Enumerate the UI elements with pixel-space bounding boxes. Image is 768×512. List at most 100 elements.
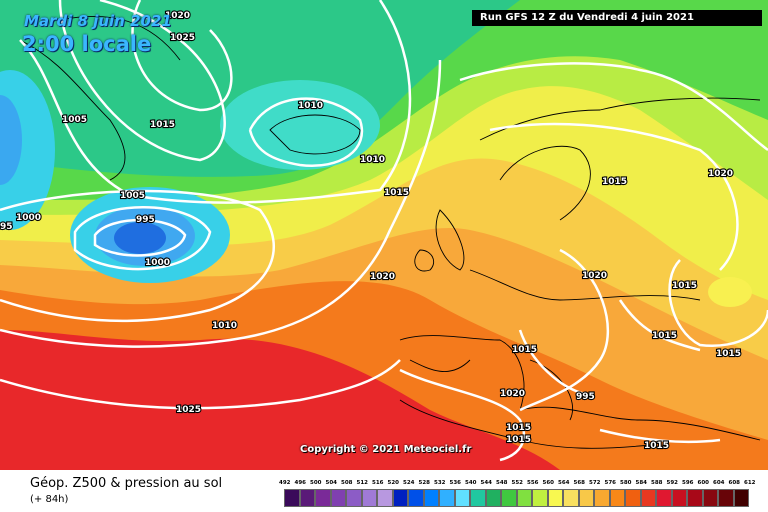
scale-tick-label: 528 bbox=[418, 480, 430, 486]
scale-tick-label: 608 bbox=[728, 480, 740, 486]
scale-swatch bbox=[671, 489, 687, 507]
legend-title: Géop. Z500 & pression au sol bbox=[30, 476, 223, 491]
coastlines bbox=[19, 15, 761, 449]
isobar-label: 1010 bbox=[212, 321, 237, 331]
copyright-notice: Copyright © 2021 Meteociel.fr bbox=[300, 444, 472, 455]
scale-tick-label: 612 bbox=[744, 480, 756, 486]
scale-swatch bbox=[640, 489, 656, 507]
isobar-label: 1010 bbox=[298, 101, 323, 111]
forecast-date: Mardi 8 juin 2021 bbox=[24, 12, 172, 30]
scale-swatch bbox=[501, 489, 517, 507]
scale-tick-label: 588 bbox=[651, 480, 663, 486]
isobar-label: 1015 bbox=[652, 331, 677, 341]
isobar-label: 1015 bbox=[506, 423, 531, 433]
isobar-label: 1015 bbox=[716, 349, 741, 359]
scale-swatch bbox=[330, 489, 346, 507]
weather-map: 1020 1025 1005 1015 1010 1010 1005 1015 … bbox=[0, 0, 768, 470]
scale-tick-label: 544 bbox=[480, 480, 492, 486]
scale-tick-label: 576 bbox=[604, 480, 616, 486]
scale-tick-label: 568 bbox=[573, 480, 585, 486]
scale-swatch bbox=[718, 489, 734, 507]
isobar-label: 1015 bbox=[506, 435, 531, 445]
scale-swatch bbox=[470, 489, 486, 507]
scale-tick-label: 512 bbox=[356, 480, 368, 486]
isobar-label: 1015 bbox=[384, 188, 409, 198]
model-run-banner: Run GFS 12 Z du Vendredi 4 juin 2021 bbox=[472, 10, 762, 26]
scale-tick-label: 516 bbox=[372, 480, 384, 486]
scale-tick-label: 580 bbox=[620, 480, 632, 486]
scale-tick-label: 600 bbox=[697, 480, 709, 486]
isobar-label: 1020 bbox=[165, 11, 190, 21]
scale-swatch bbox=[361, 489, 377, 507]
scale-tick-label: 596 bbox=[682, 480, 694, 486]
isobar-label: 1005 bbox=[120, 191, 145, 201]
isobar-label: 1020 bbox=[708, 169, 733, 179]
scale-tick-label: 504 bbox=[325, 480, 337, 486]
scale-swatch bbox=[346, 489, 362, 507]
scale-tick-label: 540 bbox=[465, 480, 477, 486]
scale-swatch bbox=[733, 489, 749, 507]
isobar-label: 1005 bbox=[62, 115, 87, 125]
scale-swatch bbox=[284, 489, 300, 507]
scale-swatch bbox=[578, 489, 594, 507]
scale-tick-label: 496 bbox=[294, 480, 306, 486]
scale-swatch bbox=[439, 489, 455, 507]
isobar-label: 1015 bbox=[150, 120, 175, 130]
scale-tick-label: 592 bbox=[666, 480, 678, 486]
scale-tick-label: 584 bbox=[635, 480, 647, 486]
scale-tick-label: 604 bbox=[713, 480, 725, 486]
scale-swatch bbox=[532, 489, 548, 507]
scale-swatch bbox=[516, 489, 532, 507]
isobar-label: 1025 bbox=[176, 405, 201, 415]
scale-swatch bbox=[656, 489, 672, 507]
scale-tick-label: 524 bbox=[403, 480, 415, 486]
isobar-label: 1015 bbox=[644, 441, 669, 451]
isobar-labels: 1020 1025 1005 1015 1010 1010 1005 1015 … bbox=[0, 10, 742, 452]
scale-tick-label: 556 bbox=[527, 480, 539, 486]
trough-iceland bbox=[220, 80, 380, 170]
scale-swatch bbox=[485, 489, 501, 507]
scale-tick-label: 536 bbox=[449, 480, 461, 486]
scale-swatch bbox=[594, 489, 610, 507]
scale-tick-label: 492 bbox=[279, 480, 291, 486]
scale-swatch bbox=[609, 489, 625, 507]
isobar-label: 995 bbox=[136, 215, 155, 225]
color-scale: 492 496 500 504 508 512 516 520 524 528 532 536 540 5… bbox=[279, 480, 756, 510]
isobar-label: 1015 bbox=[512, 345, 537, 355]
scale-tick-label: 520 bbox=[387, 480, 399, 486]
legend-footer: Géop. Z500 & pression au sol (+ 84h) 492… bbox=[0, 470, 768, 512]
scale-tick-label: 500 bbox=[310, 480, 322, 486]
isobar-label: 1000 bbox=[16, 213, 41, 223]
isobar-label: 1015 bbox=[602, 177, 627, 187]
scale-swatch bbox=[408, 489, 424, 507]
scale-swatch bbox=[547, 489, 563, 507]
isobars bbox=[0, 0, 768, 462]
isobar-label: 1020 bbox=[582, 271, 607, 281]
scale-tick-label: 564 bbox=[558, 480, 570, 486]
forecast-time: 2:00 locale bbox=[22, 32, 152, 56]
trough-west-core bbox=[0, 95, 22, 185]
isobar-label: 1020 bbox=[500, 389, 525, 399]
isobar-label: 1020 bbox=[370, 272, 395, 282]
isobar-label: 1000 bbox=[145, 258, 170, 268]
isobar-label: 995 bbox=[576, 392, 595, 402]
scale-tick-label: 548 bbox=[496, 480, 508, 486]
isobar-label: 1010 bbox=[360, 155, 385, 165]
scale-tick-label: 508 bbox=[341, 480, 353, 486]
scale-tick-label: 532 bbox=[434, 480, 446, 486]
scale-swatch bbox=[392, 489, 408, 507]
low-core bbox=[114, 222, 166, 254]
legend-subtitle: (+ 84h) bbox=[30, 494, 69, 505]
warm-core-east bbox=[708, 277, 752, 307]
scale-swatch bbox=[377, 489, 393, 507]
scale-swatch bbox=[625, 489, 641, 507]
scale-swatch bbox=[423, 489, 439, 507]
scale-swatch bbox=[454, 489, 470, 507]
isobar-label: 95 bbox=[0, 222, 13, 232]
scale-tick-label: 572 bbox=[589, 480, 601, 486]
isobar-label: 1015 bbox=[672, 281, 697, 291]
scale-swatch bbox=[299, 489, 315, 507]
isobar-label: 1025 bbox=[170, 33, 195, 43]
scale-tick-label: 552 bbox=[511, 480, 523, 486]
scale-swatch bbox=[702, 489, 718, 507]
